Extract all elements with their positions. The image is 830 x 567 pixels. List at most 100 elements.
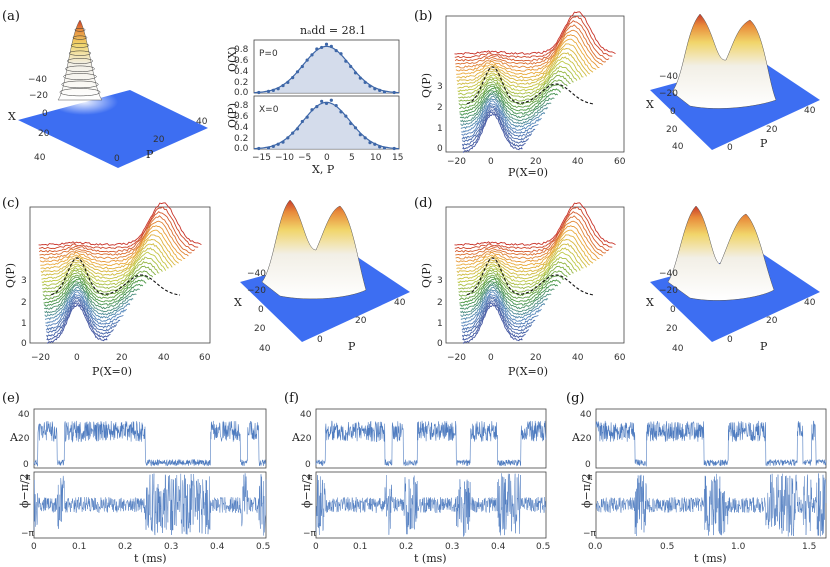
reference-dashed-line [51,257,181,296]
surface-p-label: P [760,137,768,150]
data-point [310,108,314,112]
surface-x-tick: −40 [659,72,678,82]
series-line [459,91,555,119]
data-point [382,146,387,150]
x-ticks: −15 −10 −5 0 5 10 15 [252,153,403,163]
data-point [295,70,300,74]
series-line [456,43,594,79]
data-point [358,76,362,80]
data-point [276,87,280,91]
x-tick: 0.4 [491,542,506,552]
series-line [454,206,613,250]
y-axis-label: Q(X) [226,47,239,72]
y-tick: 0.8 [234,101,249,111]
series-line [38,202,202,246]
y-tick: 0 [21,339,27,349]
trace-area [315,420,547,537]
y-tick: 0 [437,339,443,349]
x-axis-label: t (ms) [414,552,447,565]
x-tick: 60 [199,353,211,363]
surface-plot: −40 −20 0 20 40 X 0 20 40 P [646,205,820,354]
surface-p-tick: 40 [804,298,816,308]
surface-plot: −40 −20 0 20 40 X 0 20 40 P [8,19,208,168]
x-tick: 0.3 [445,542,459,552]
x-tick: 10 [370,153,382,163]
series-line [454,20,610,62]
series-line [457,65,578,96]
series-line [458,70,574,99]
data-point [310,53,314,57]
y-tick: 3 [21,276,27,286]
surface-x-tick: 40 [259,344,271,354]
series-line [455,215,606,256]
series-line [458,270,568,297]
contour-line [67,58,93,64]
series-line [42,265,157,293]
data-point [286,80,290,84]
data-point [378,145,382,149]
series-line [454,11,616,55]
series-line [454,202,616,246]
panel-letter: (e) [2,391,20,406]
x-axis-label: X, P [312,163,335,176]
panel-b: (b) Q(P) 0 1 2 3 −20 0 20 40 60 P(X=0) [414,9,820,179]
panel-letter: (d) [414,196,432,211]
amplitude-trace [315,420,547,467]
series-line [457,251,581,284]
x-tick: 0.1 [72,542,86,552]
x-ticks: −20 0 20 40 60 [447,157,626,167]
y-tick: 1 [437,319,443,329]
y-tick: 0.4 [234,123,249,133]
surface-x-tick: −40 [247,269,266,279]
x-tick: 0 [31,542,37,552]
x-tick: −20 [31,353,50,363]
y-tick: 0.8 [234,45,249,55]
x-tick: −20 [447,157,466,167]
x-tick: 0.0 [588,542,603,552]
surface-contours [59,28,101,97]
data-point [286,136,290,140]
data-point [349,64,353,69]
series-line [43,278,147,304]
y-tick: 2 [21,298,27,308]
y-tick: 2 [437,298,443,308]
x-ticks: 0 0.1 0.2 0.3 0.4 0.5 [313,542,550,552]
y-tick: 0 [305,460,311,470]
series-line [39,220,189,260]
amplitude-label: A [571,431,581,444]
plot-frame [29,206,211,344]
data-point [266,146,271,150]
series-line [458,79,568,106]
data-point [291,76,295,80]
panel-d: (d) Q(P) 0 1 2 3 −20 0 20 40 60 P(X=0) [414,196,820,378]
panel-letter: (f) [284,391,299,406]
series-line [38,211,196,253]
neg-pi-tick: −π [21,529,35,539]
data-point [257,90,261,95]
x-ticks: 0.0 0.5 1.0 1.5 [588,542,816,552]
y-ticks: 0 1 2 3 [437,276,443,349]
x-tick: 0 [488,157,494,167]
amplitude-label: A [291,431,301,444]
series-line [43,275,150,300]
data-point [281,83,285,88]
data-point [329,44,333,48]
series-line [460,95,549,126]
phase-label: ϕ−π/2 [300,473,313,508]
contour-line [61,80,99,89]
x-tick: −15 [252,153,271,163]
y-tick: 0.6 [234,56,249,66]
y-tick: 1 [437,124,443,134]
data-point [305,115,309,119]
series-line [461,100,542,133]
surface-x-tick: −20 [659,89,678,99]
series-line [459,281,558,307]
series-line [461,299,530,338]
y-ticks: 0.0 0.2 0.4 0.6 0.8 [234,45,249,98]
series-line [462,112,523,153]
series-line [45,291,127,324]
x-tick: 0.2 [118,542,132,552]
series-line [40,234,179,270]
y-ticks: 0 1 2 3 [437,82,443,154]
